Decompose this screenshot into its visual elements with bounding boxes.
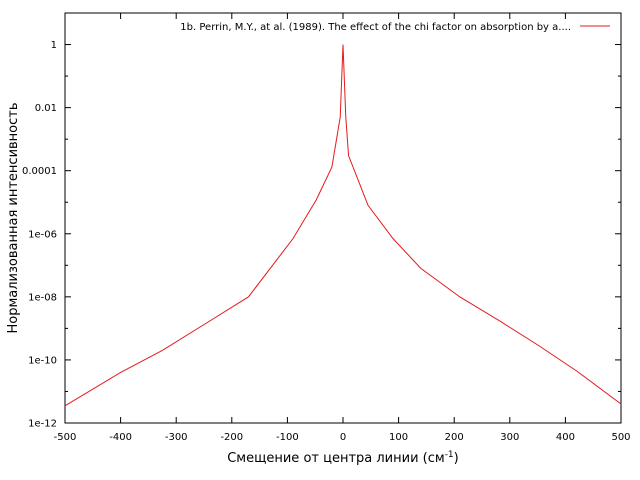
x-tick-label: 300 <box>500 432 519 443</box>
x-tick-label: -400 <box>109 432 132 443</box>
axis-ticks <box>64 13 622 424</box>
x-axis-label-main: Смещение от центра линии (см <box>227 451 444 466</box>
y-tick-label: 1e-10 <box>28 355 57 366</box>
x-tick-label: 500 <box>611 432 630 443</box>
x-tick-label: -300 <box>165 432 188 443</box>
y-tick-label: 1e-12 <box>28 419 57 430</box>
x-tick-label: -200 <box>220 432 243 443</box>
x-tick-label: 100 <box>389 432 408 443</box>
legend-label: 1b. Perrin, M.Y., at al. (1989). The eff… <box>180 22 571 33</box>
x-axis-label-tail: ) <box>454 451 459 466</box>
x-tick-label: -100 <box>276 432 299 443</box>
plot-frame <box>64 12 622 424</box>
y-tick-label: 1e-08 <box>28 292 57 303</box>
x-tick-label: -500 <box>54 432 77 443</box>
y-tick-label: 0.01 <box>35 103 57 114</box>
series-layer <box>64 44 622 407</box>
legend: 1b. Perrin, M.Y., at al. (1989). The eff… <box>180 22 610 33</box>
x-tick-label: 0 <box>340 432 346 443</box>
y-tick-label: 0.0001 <box>22 166 57 177</box>
y-axis-label: Нормализованная интенсивность <box>6 102 21 333</box>
tick-labels: -500 -400 -300 -200 -100 0 100 200 300 400 500 1e-1… <box>22 40 631 443</box>
x-tick-label: 400 <box>556 432 575 443</box>
x-axis-label-superscript: -1 <box>445 450 454 460</box>
x-tick-label: 200 <box>445 432 464 443</box>
y-tick-label: 1e-06 <box>28 229 57 240</box>
y-tick-label: 1 <box>51 40 57 51</box>
series-line <box>64 44 622 407</box>
x-axis-label: Смещение от центра линии (см-1) <box>227 450 459 466</box>
